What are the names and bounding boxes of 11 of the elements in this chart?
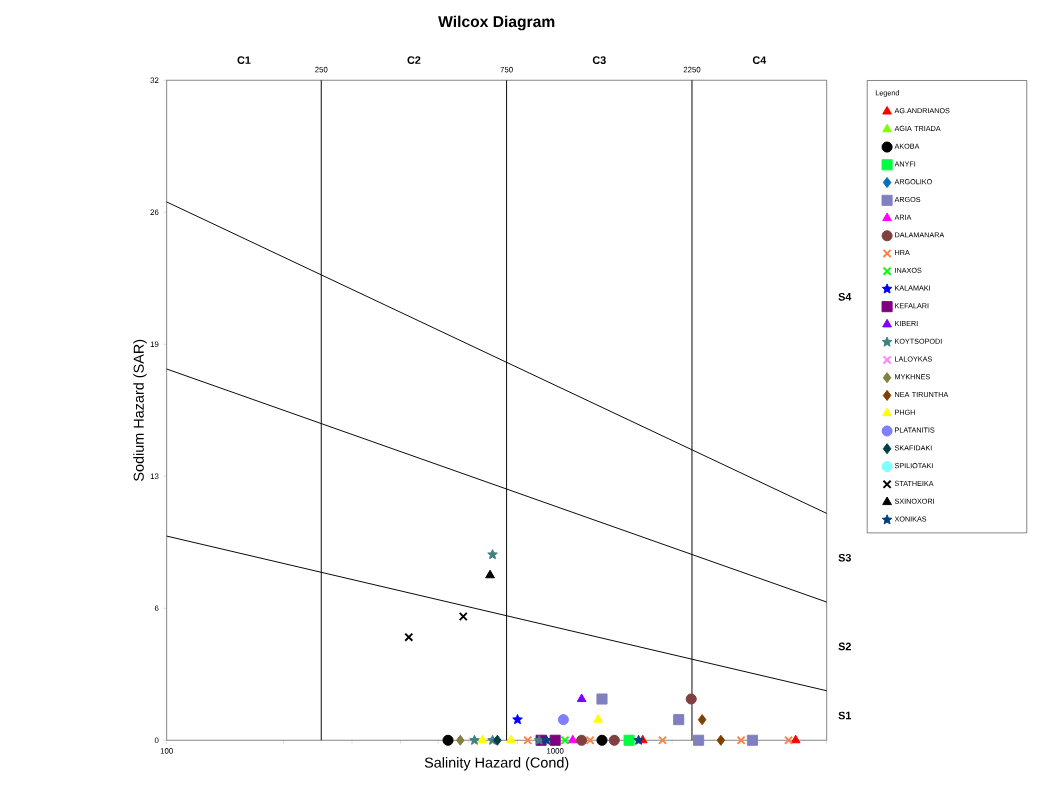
text: C4 xyxy=(752,56,767,64)
x-axis-title: Salinity Hazard (Cond) xyxy=(424,757,569,771)
text: S3 xyxy=(838,553,851,562)
text: S4 xyxy=(838,292,852,301)
chart-title: Wilcox Diagram xyxy=(438,15,555,31)
y-axis-title: Sodium Hazard (SAR) xyxy=(133,339,147,481)
text: S2 xyxy=(838,642,851,651)
text: C2 xyxy=(407,56,421,64)
text: C1 xyxy=(237,56,251,64)
text: C3 xyxy=(592,56,606,64)
text: S1 xyxy=(838,711,852,720)
